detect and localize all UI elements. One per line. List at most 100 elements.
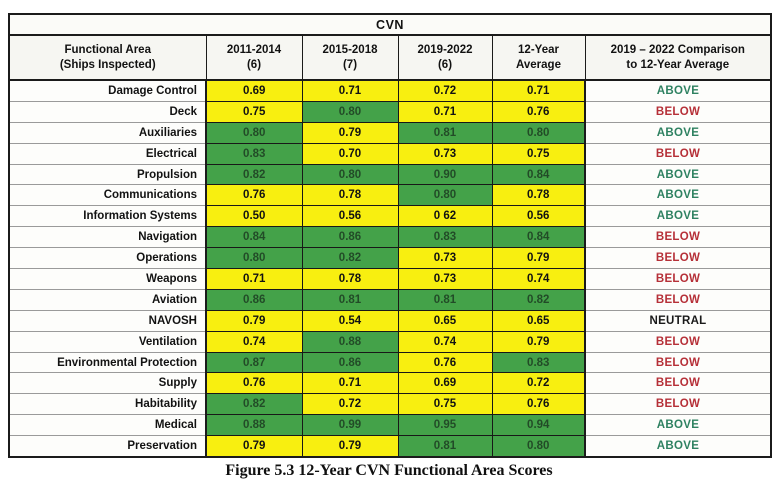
row-label: Auxiliaries	[9, 121, 207, 144]
comparison-cell: BELOW	[584, 351, 771, 373]
table-row: Communications 0.76 0.78 0.80 0.78 ABOVE	[9, 184, 771, 207]
score-cell: 0.99	[301, 414, 399, 437]
column-header-2011-2014: 2011-2014 (6)	[205, 34, 303, 81]
table-title: CVN	[9, 14, 771, 36]
table-title-row: CVN	[9, 14, 771, 36]
comparison-cell: BELOW	[584, 268, 771, 290]
cvn-scores-table: CVN Functional Area (Ships Inspected) 20…	[8, 13, 772, 459]
table-row: Habitability 0.82 0.72 0.75 0.76 BELOW	[9, 393, 771, 416]
row-label: Propulsion	[9, 163, 207, 185]
score-cell: 0.78	[301, 268, 399, 290]
score-cell: 0.80	[491, 121, 586, 144]
row-label: Environmental Protection	[9, 351, 207, 373]
row-label: Preservation	[9, 435, 207, 458]
score-cell: 0.76	[205, 372, 303, 395]
score-cell: 0.81	[397, 288, 493, 311]
comparison-cell: BELOW	[584, 372, 771, 394]
score-cell: 0.86	[301, 226, 399, 249]
score-cell: 0.80	[301, 100, 399, 123]
score-cell: 0.54	[301, 309, 399, 332]
comparison-cell: BELOW	[584, 288, 771, 311]
score-cell: 0.72	[301, 393, 399, 416]
score-cell: 0.79	[491, 330, 586, 353]
column-header-2015-2018: 2015-2018 (7)	[301, 34, 399, 81]
score-cell: 0.56	[301, 205, 399, 228]
column-header-2019-2022: 2019-2022 (6)	[397, 34, 493, 81]
score-cell: 0.80	[205, 247, 303, 270]
score-cell: 0.76	[205, 184, 303, 207]
score-cell: 0.86	[205, 288, 303, 311]
comparison-cell: BELOW	[584, 247, 771, 269]
table-row: Preservation 0.79 0.79 0.81 0.80 ABOVE	[9, 435, 771, 458]
table-row: Weapons 0.71 0.78 0.73 0.74 BELOW	[9, 268, 771, 290]
comparison-cell: ABOVE	[584, 184, 771, 206]
comparison-cell: ABOVE	[584, 205, 771, 227]
table-row: Supply 0.76 0.71 0.69 0.72 BELOW	[9, 372, 771, 395]
score-cell: 0.72	[491, 372, 586, 395]
score-cell: 0.82	[491, 288, 586, 311]
row-label: Weapons	[9, 268, 207, 290]
score-cell: 0.84	[205, 226, 303, 249]
score-cell: 0.69	[397, 372, 493, 395]
score-cell: 0.79	[491, 247, 586, 270]
score-cell: 0.76	[491, 393, 586, 416]
score-cell: 0.71	[397, 100, 493, 123]
score-cell: 0.76	[491, 100, 586, 123]
score-cell: 0.56	[491, 205, 586, 228]
score-cell: 0.74	[491, 268, 586, 290]
column-header-comparison: 2019 – 2022 Comparison to 12-Year Averag…	[584, 34, 772, 81]
score-cell: 0.80	[397, 184, 493, 207]
score-cell: 0.69	[205, 79, 303, 102]
score-cell: 0.81	[301, 288, 399, 311]
score-cell: 0.75	[205, 100, 303, 123]
score-cell: 0.83	[205, 142, 303, 165]
comparison-cell: ABOVE	[584, 163, 771, 185]
row-label: Communications	[9, 184, 207, 206]
score-cell: 0.80	[301, 163, 399, 186]
table-row: Navigation 0.84 0.86 0.83 0.84 BELOW	[9, 226, 771, 249]
table-row: Electrical 0.83 0.70 0.73 0.75 BELOW	[9, 142, 771, 165]
row-label: Electrical	[9, 142, 207, 165]
row-label: Deck	[9, 100, 207, 123]
row-label: NAVOSH	[9, 309, 207, 332]
comparison-cell: ABOVE	[584, 435, 771, 458]
table-row: Deck 0.75 0.80 0.71 0.76 BELOW	[9, 100, 771, 123]
score-cell: 0 62	[397, 205, 493, 228]
score-cell: 0.80	[491, 435, 586, 458]
score-cell: 0.78	[491, 184, 586, 207]
score-cell: 0.76	[397, 351, 493, 374]
row-label: Supply	[9, 372, 207, 394]
score-cell: 0.79	[205, 309, 303, 332]
row-label: Medical	[9, 414, 207, 436]
row-label: Habitability	[9, 393, 207, 415]
score-cell: 0.72	[397, 79, 493, 102]
table-row: Environmental Protection 0.87 0.86 0.76 0.83…	[9, 351, 771, 374]
score-cell: 0.71	[205, 268, 303, 290]
comparison-cell: BELOW	[584, 226, 771, 248]
score-cell: 0.83	[397, 226, 493, 249]
score-cell: 0.86	[301, 351, 399, 374]
score-cell: 0.73	[397, 142, 493, 165]
score-cell: 0.75	[397, 393, 493, 416]
score-cell: 0.75	[491, 142, 586, 165]
table-row: NAVOSH 0.79 0.54 0.65 0.65 NEUTRAL	[9, 309, 771, 332]
score-cell: 0.84	[491, 226, 586, 249]
comparison-cell: ABOVE	[584, 121, 771, 144]
table-row: Information Systems 0.50 0.56 0 62 0.56 ABOVE	[9, 205, 771, 228]
table-row: Aviation 0.86 0.81 0.81 0.82 BELOW	[9, 288, 771, 311]
score-cell: 0.82	[301, 247, 399, 270]
score-cell: 0.83	[491, 351, 586, 374]
table-row: Damage Control 0.69 0.71 0.72 0.71 ABOVE	[9, 79, 771, 102]
score-cell: 0.88	[301, 330, 399, 353]
column-header-functional-area: Functional Area (Ships Inspected)	[8, 34, 207, 81]
table-body: Damage Control 0.69 0.71 0.72 0.71 ABOVE Deck 0…	[9, 79, 771, 458]
column-header-12-year-average: 12-Year Average	[491, 34, 586, 81]
score-cell: 0.73	[397, 247, 493, 270]
score-cell: 0.71	[301, 372, 399, 395]
score-cell: 0.78	[301, 184, 399, 207]
score-cell: 0.81	[397, 435, 493, 458]
row-label: Ventilation	[9, 330, 207, 353]
score-cell: 0.70	[301, 142, 399, 165]
score-cell: 0.87	[205, 351, 303, 374]
